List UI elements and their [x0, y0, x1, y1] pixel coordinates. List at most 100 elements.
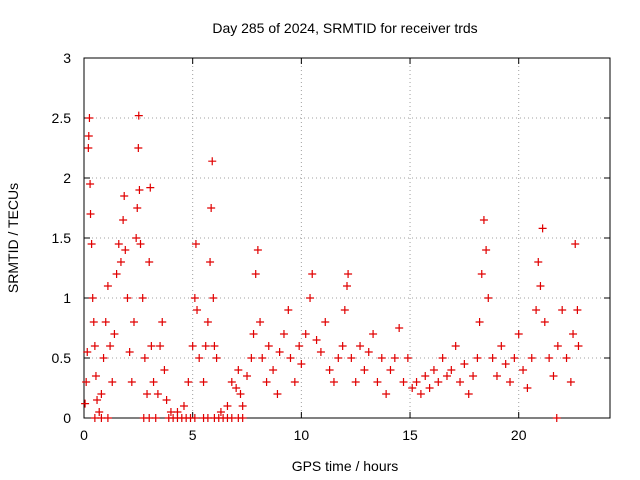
data-point	[156, 342, 165, 350]
data-point	[201, 342, 210, 350]
data-point	[534, 258, 543, 266]
chart-title: Day 285 of 2024, SRMTID for receiver trd…	[212, 20, 477, 36]
data-point	[356, 342, 365, 350]
data-point	[149, 378, 158, 386]
data-point	[97, 390, 106, 398]
data-point	[297, 360, 306, 368]
data-point	[399, 378, 408, 386]
data-point	[527, 354, 536, 362]
data-point	[208, 157, 217, 166]
data-point	[179, 402, 188, 410]
data-point	[264, 342, 273, 350]
data-point	[295, 342, 304, 350]
data-point	[538, 224, 547, 233]
y-tick-label: 3	[63, 50, 71, 66]
data-point	[227, 378, 236, 386]
data-point	[312, 336, 321, 344]
data-point	[236, 390, 245, 398]
data-point	[321, 318, 330, 326]
data-point	[195, 354, 204, 362]
y-tick-label: 2	[63, 170, 71, 186]
data-point	[334, 354, 343, 362]
data-point	[108, 378, 117, 386]
data-point	[429, 366, 438, 374]
data-point	[497, 342, 506, 350]
data-point	[536, 282, 545, 290]
data-point	[284, 306, 293, 314]
y-tick-label: 0.5	[52, 350, 72, 366]
data-point	[127, 378, 136, 386]
data-point	[553, 342, 562, 350]
data-point	[91, 372, 100, 380]
data-point	[251, 270, 260, 278]
data-point	[569, 330, 578, 338]
x-tick-label: 0	[80, 427, 88, 443]
data-point	[138, 294, 147, 302]
plot-frame	[83, 57, 611, 419]
data-point	[316, 348, 325, 356]
data-point	[162, 396, 171, 404]
axis-ticks: 0 5 10 15 20 0 0.5 1 1.5 2 2.5 3	[52, 50, 610, 443]
data-point	[143, 390, 152, 398]
data-point	[484, 294, 493, 302]
data-point	[212, 354, 221, 362]
data-point	[123, 294, 132, 302]
data-point	[86, 180, 95, 188]
data-point	[558, 306, 567, 314]
data-point	[95, 408, 104, 416]
data-point	[87, 240, 96, 248]
data-point	[158, 318, 167, 326]
data-point	[416, 390, 425, 398]
x-axis-label: GPS time / hours	[292, 458, 399, 474]
data-point	[464, 390, 473, 398]
x-tick-label: 20	[511, 427, 527, 443]
data-point	[136, 240, 145, 248]
data-point	[477, 270, 486, 278]
data-point	[456, 378, 465, 386]
data-point	[119, 216, 128, 224]
data-point	[145, 258, 154, 266]
data-point	[135, 186, 144, 194]
data-point	[99, 354, 108, 362]
data-point	[190, 294, 199, 302]
data-point	[190, 414, 199, 422]
data-point	[238, 414, 247, 422]
y-tick-label: 0	[63, 410, 71, 426]
data-point	[134, 111, 143, 120]
data-point	[89, 318, 98, 326]
data-point	[412, 378, 421, 386]
data-point	[203, 318, 212, 326]
grid-lines	[84, 58, 610, 418]
data-point	[125, 348, 134, 356]
data-point	[308, 270, 317, 278]
data-point	[147, 342, 156, 350]
data-point	[475, 318, 484, 326]
data-point	[382, 390, 391, 398]
data-point	[306, 294, 315, 302]
data-point	[540, 318, 549, 326]
data-point	[129, 318, 138, 326]
data-point	[434, 378, 443, 386]
data-point	[549, 372, 558, 380]
data-point	[160, 366, 169, 374]
data-point	[193, 306, 202, 314]
data-point	[140, 354, 149, 362]
data-point	[110, 330, 119, 338]
data-point	[425, 384, 434, 392]
x-tick-label: 5	[189, 427, 197, 443]
data-point	[506, 378, 515, 386]
data-point	[451, 342, 460, 350]
data-point	[253, 246, 262, 254]
data-point	[408, 384, 417, 392]
data-point	[286, 354, 295, 362]
data-point	[395, 324, 404, 332]
data-point	[121, 246, 130, 254]
data-point	[510, 354, 519, 362]
data-point	[566, 378, 575, 386]
data-point	[347, 354, 356, 362]
data-point	[223, 402, 232, 410]
data-point	[81, 399, 90, 408]
data-point	[373, 378, 382, 386]
data-point	[532, 306, 541, 314]
